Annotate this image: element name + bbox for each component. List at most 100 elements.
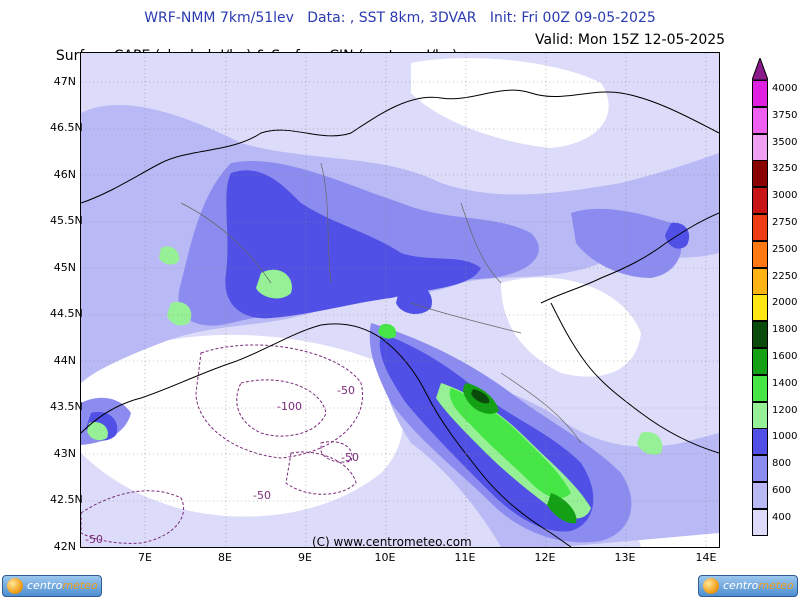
colorbar-segment bbox=[752, 267, 768, 295]
globe-icon bbox=[7, 578, 23, 594]
colorbar-label: 2500 bbox=[772, 243, 798, 255]
cape-1200-ligurian bbox=[167, 301, 192, 326]
cin-label-2: -100 bbox=[277, 400, 302, 413]
colorbar-segment bbox=[752, 428, 768, 456]
colorbar-top-arrow bbox=[752, 58, 768, 80]
low-cape-adriatic-area bbox=[501, 277, 641, 377]
colorbar-label: 800 bbox=[772, 458, 792, 470]
lon-tick-13e: 13E bbox=[614, 551, 636, 564]
lon-tick-14e: 14E bbox=[695, 551, 717, 564]
colorbar-label: 4000 bbox=[772, 83, 798, 94]
colorbar-label: 3500 bbox=[772, 136, 798, 148]
colorbar-segment bbox=[752, 106, 768, 134]
tyrrhenian-coastline bbox=[81, 323, 572, 547]
colorbar-segment bbox=[752, 160, 768, 188]
cin-contour-50-small bbox=[320, 441, 353, 463]
colorbar-segment bbox=[752, 240, 768, 268]
colorbar-segment bbox=[752, 214, 768, 241]
cape-1200-piedmont-2 bbox=[256, 269, 292, 299]
model-info-title: WRF-NMM 7km/51lev Data: , SST 8km, 3DVAR… bbox=[144, 10, 656, 26]
cape-800-veneto bbox=[571, 208, 682, 278]
region-border-lombardy bbox=[320, 162, 332, 284]
cape-1400-apennines bbox=[449, 388, 571, 499]
cape-cin-map: -50 -100 -50 -50 -50 bbox=[80, 52, 720, 548]
colorbar-segment bbox=[752, 133, 768, 161]
colorbar-label: 1200 bbox=[772, 404, 798, 416]
colorbar-label: 1000 bbox=[772, 431, 798, 443]
colorbar-label: 3000 bbox=[772, 190, 798, 202]
colorbar-label: 3750 bbox=[772, 109, 798, 121]
colorbar-segment bbox=[752, 321, 768, 349]
lat-tick-45-5n: 45.5N bbox=[50, 214, 83, 227]
lon-tick-9e: 9E bbox=[298, 551, 312, 564]
region-border-piedmont bbox=[180, 202, 272, 284]
cin-label-4: -50 bbox=[253, 489, 271, 502]
cin-contour-50-south bbox=[285, 451, 357, 495]
valid-time: Valid: Mon 15Z 12-05-2025 bbox=[535, 32, 726, 48]
colorbar-segment bbox=[752, 508, 768, 536]
borders-coastlines bbox=[81, 89, 719, 547]
colorbar-label: 2750 bbox=[772, 217, 798, 228]
colorbar-segment bbox=[752, 401, 768, 429]
region-border-umbria bbox=[500, 372, 582, 444]
colorbar-label: 2250 bbox=[772, 270, 798, 282]
colorbar-segment bbox=[752, 455, 768, 483]
colorbar-segment bbox=[752, 294, 768, 322]
lat-tick-43-5n: 43.5N bbox=[50, 400, 83, 413]
centrometeo-logo-left[interactable]: centrometeo bbox=[2, 575, 102, 597]
lat-tick-47n: 47N bbox=[53, 75, 76, 88]
logo-wordmark-left: centrometeo bbox=[27, 579, 98, 592]
lat-tick-42-5n: 42.5N bbox=[50, 493, 83, 506]
cape-1200-east bbox=[637, 431, 663, 455]
region-border-emilia bbox=[410, 302, 522, 334]
cape-1800-core bbox=[471, 389, 490, 404]
lon-tick-7e: 7E bbox=[138, 551, 152, 564]
cin-label-5: -50 bbox=[85, 533, 103, 546]
cin-contour-100 bbox=[236, 379, 327, 437]
colorbar-segment bbox=[752, 80, 768, 107]
cape-1400-spezia bbox=[378, 323, 397, 339]
cin-contours bbox=[81, 344, 363, 544]
colorbar-segment bbox=[752, 374, 768, 402]
region-border-veneto bbox=[460, 202, 502, 284]
cape-1600-south bbox=[547, 493, 577, 524]
lon-tick-11e: 11E bbox=[454, 551, 476, 564]
lat-tick-43n: 43N bbox=[53, 447, 76, 460]
adriatic-coastline-north bbox=[540, 212, 719, 304]
adriatic-coastline-west bbox=[550, 302, 719, 454]
copyright-notice: (C) www.centrometeo.com bbox=[312, 535, 472, 549]
colorbar-segment bbox=[752, 348, 768, 375]
colorbar-label: 600 bbox=[772, 485, 792, 496]
lat-tick-45n: 45N bbox=[53, 261, 76, 274]
colorbar-label: 1600 bbox=[772, 351, 798, 362]
lat-tick-46n: 46N bbox=[53, 168, 76, 181]
colorbar-label: 1800 bbox=[772, 324, 798, 336]
logo-wordmark-right: centrometeo bbox=[723, 579, 794, 592]
colorbar-label: 1400 bbox=[772, 377, 798, 389]
low-cape-alps-area bbox=[411, 58, 609, 148]
lon-tick-8e: 8E bbox=[218, 551, 232, 564]
globe-icon bbox=[703, 578, 719, 594]
cin-labels: -50 -100 -50 -50 -50 bbox=[85, 384, 359, 546]
cin-label-3: -50 bbox=[341, 451, 359, 464]
lat-tick-46-5n: 46.5N bbox=[50, 121, 83, 134]
cin-contour-50-outer bbox=[195, 344, 363, 459]
colorbar-top-arrow-shape bbox=[752, 58, 768, 80]
colorbar-segment bbox=[752, 482, 768, 509]
cin-label-1: -50 bbox=[337, 384, 355, 397]
lon-tick-12e: 12E bbox=[534, 551, 556, 564]
region-borders bbox=[180, 162, 582, 444]
map-canvas: -50 -100 -50 -50 -50 bbox=[81, 53, 719, 547]
lon-tick-10e: 10E bbox=[374, 551, 396, 564]
colorbar-label: 2000 bbox=[772, 297, 798, 309]
colorbar-label: 3250 bbox=[772, 163, 798, 175]
colorbar-segment bbox=[752, 187, 768, 215]
lat-tick-44-5n: 44.5N bbox=[50, 307, 83, 320]
colorbar-label: 400 bbox=[772, 511, 792, 523]
lat-tick-42n: 42N bbox=[53, 540, 76, 553]
cape-1200-piedmont-1 bbox=[159, 246, 180, 265]
cape-1200-coast bbox=[87, 422, 108, 441]
centrometeo-logo-right[interactable]: centrometeo bbox=[698, 575, 798, 597]
alpine-border bbox=[81, 89, 719, 204]
cape-1000-parma bbox=[396, 282, 432, 315]
